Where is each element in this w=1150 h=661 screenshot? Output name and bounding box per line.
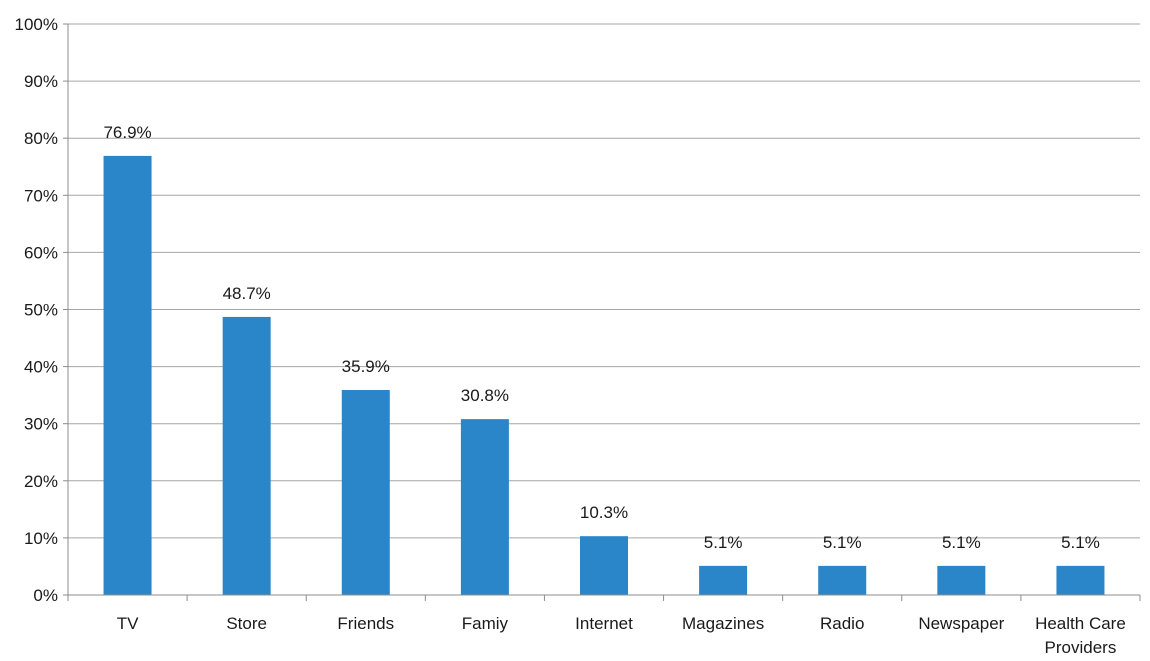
bar <box>222 316 271 595</box>
y-tick-label: 0% <box>33 586 58 605</box>
x-tick-label: Famiy <box>462 614 509 633</box>
y-tick-label: 30% <box>24 415 58 434</box>
data-label: 48.7% <box>223 284 271 303</box>
bar <box>937 565 986 595</box>
data-label: 5.1% <box>823 533 862 552</box>
bar <box>341 390 390 595</box>
x-tick-label: Radio <box>820 614 864 633</box>
x-tick-label: Magazines <box>682 614 764 633</box>
x-tick-label: Newspaper <box>918 614 1004 633</box>
data-label: 10.3% <box>580 503 628 522</box>
bar <box>580 536 628 595</box>
x-tick-label: Internet <box>575 614 633 633</box>
x-tick-label: Store <box>226 614 267 633</box>
y-tick-label: 90% <box>24 72 58 91</box>
bars <box>103 155 1105 595</box>
y-tick-label: 10% <box>24 529 58 548</box>
data-label: 5.1% <box>1061 533 1100 552</box>
y-tick-label: 100% <box>15 15 58 34</box>
data-labels: 76.9% 48.7% 35.9% 30.8% 10.3% 5.1% 5.1% 5.1% 5.1… <box>103 123 1099 552</box>
y-tick-label: 70% <box>24 186 58 205</box>
data-label: 76.9% <box>103 123 151 142</box>
bar <box>1056 565 1105 595</box>
y-tick-label: 40% <box>24 358 58 377</box>
axes <box>63 23 1141 601</box>
y-tick-label: 50% <box>24 301 58 320</box>
data-label: 35.9% <box>342 357 390 376</box>
bar <box>699 565 748 595</box>
data-label: 5.1% <box>942 533 981 552</box>
data-label: 30.8% <box>461 386 509 405</box>
y-tick-label: 60% <box>24 243 58 262</box>
bar <box>460 419 509 595</box>
x-tick-label: Health Care Providers <box>1035 614 1126 656</box>
bar <box>818 565 867 595</box>
x-tick-label: Friends <box>337 614 394 633</box>
y-tick-label: 80% <box>24 129 58 148</box>
x-tick-label: TV <box>117 614 139 633</box>
data-label: 5.1% <box>704 533 743 552</box>
y-tick-label: 20% <box>24 472 58 491</box>
bar <box>103 155 152 595</box>
x-axis-tick-labels: TV Store Friends Famiy Internet Magazines Radi… <box>117 614 1126 657</box>
y-axis-tick-labels: 0% 10% 20% 30% 40% 50% 60% 70% 80% 90% 100% <box>15 15 58 605</box>
